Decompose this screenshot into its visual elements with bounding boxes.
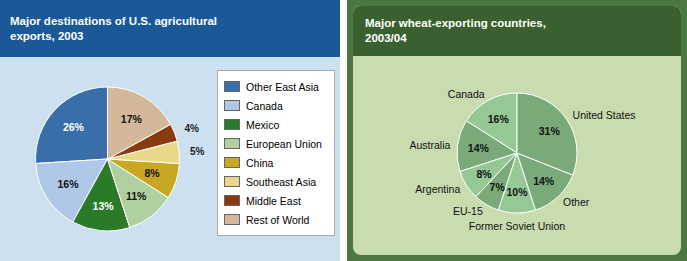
svg-text:8%: 8%	[144, 167, 160, 179]
svg-text:14%: 14%	[468, 142, 490, 154]
svg-text:Argentina: Argentina	[415, 183, 460, 195]
svg-text:10%: 10%	[506, 186, 528, 198]
svg-text:16%: 16%	[57, 178, 79, 190]
svg-text:26%: 26%	[63, 121, 85, 133]
html-text:Canada: Canada	[246, 99, 283, 112]
svg-text:17%: 17%	[121, 113, 143, 125]
html-text:Other East Asia: Other East Asia	[246, 80, 319, 93]
svg-text:Other: Other	[563, 196, 590, 208]
svg-text:8%: 8%	[476, 168, 492, 180]
svg-text:7%: 7%	[490, 181, 506, 193]
svg-text:11%: 11%	[126, 190, 147, 202]
html-text:Rest of World: Rest of World	[246, 213, 310, 226]
html-text:Major destinations of U.S. agr: Major destinations of U.S. agricultural	[10, 14, 217, 27]
svg-text:5%: 5%	[190, 146, 205, 157]
html-text:Southeast Asia: Southeast Asia	[246, 175, 317, 188]
svg-text:31%: 31%	[539, 125, 561, 137]
svg-text:13%: 13%	[93, 200, 115, 212]
html-text:Mexico: Mexico	[246, 118, 280, 131]
html-text:Major wheat-exporting countrie: Major wheat-exporting countries,	[365, 17, 546, 29]
svg-text:United States: United States	[573, 109, 636, 121]
html-text:2003/04: 2003/04	[365, 32, 407, 44]
html-text:European Union: European Union	[246, 137, 322, 150]
svg-text:Australia: Australia	[409, 139, 450, 151]
svg-text:14%: 14%	[533, 175, 555, 187]
html-text:exports, 2003: exports, 2003	[10, 29, 84, 42]
svg-text:4%: 4%	[184, 123, 199, 134]
svg-text:Canada: Canada	[448, 88, 485, 100]
svg-text:Former Soviet Union: Former Soviet Union	[469, 220, 565, 232]
html-text:Middle East: Middle East	[246, 194, 301, 207]
svg-text:16%: 16%	[488, 113, 510, 125]
html-text:China: China	[246, 156, 274, 169]
svg-text:EU-15: EU-15	[453, 205, 483, 217]
